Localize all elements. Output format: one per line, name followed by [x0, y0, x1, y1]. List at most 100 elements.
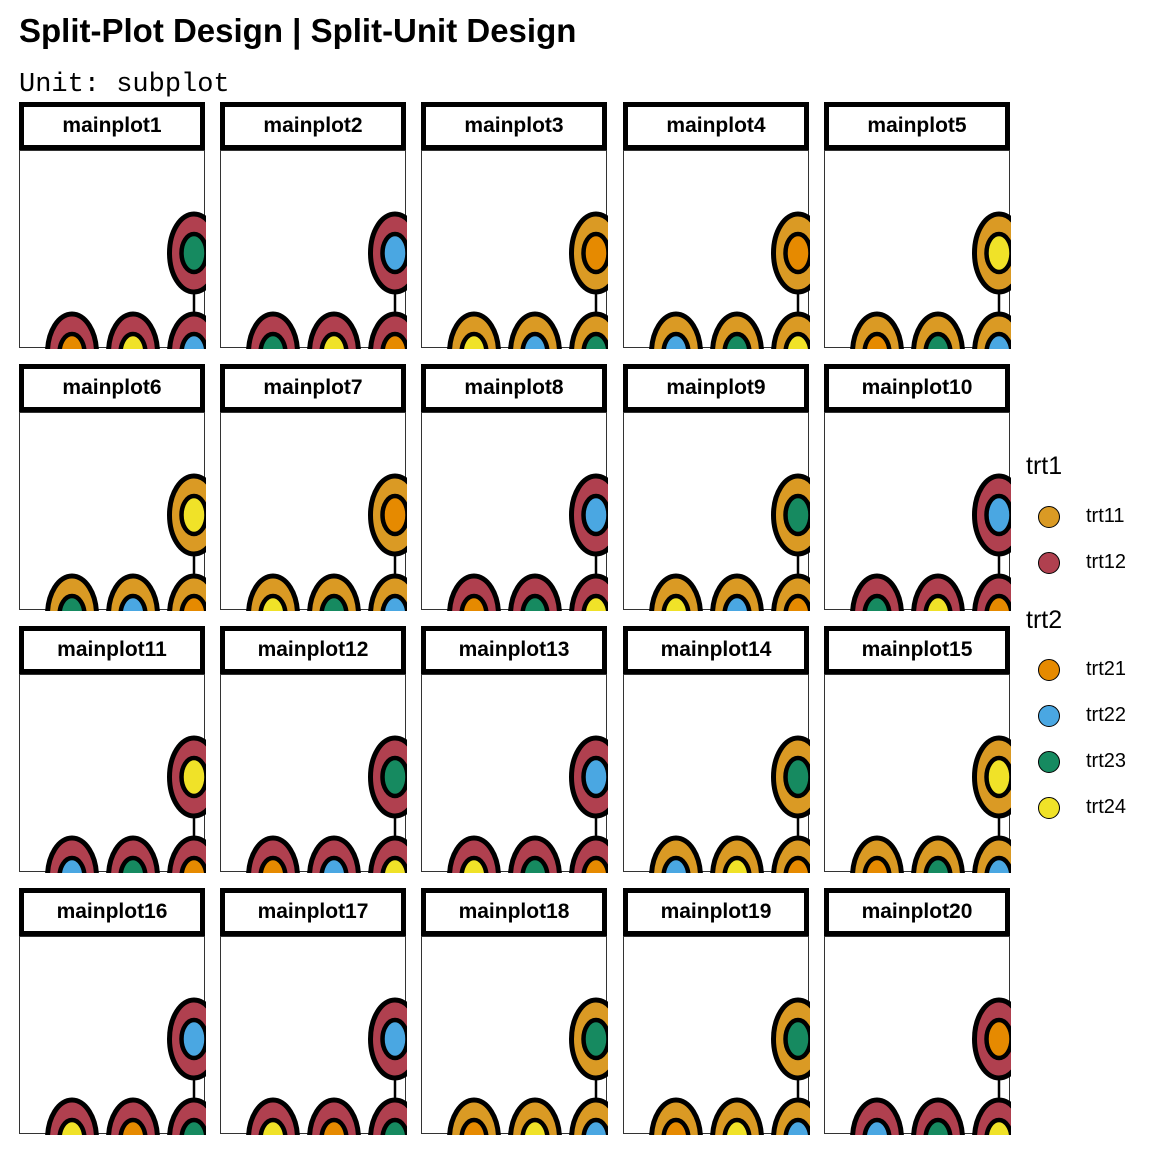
- panel-unit-graph: [649, 997, 810, 1135]
- subplot-node-1: [246, 311, 300, 349]
- subplot-unit-ellipse: [258, 855, 288, 873]
- panel-unit-graph: [45, 735, 206, 873]
- mainplot-unit-ellipse: [850, 573, 904, 611]
- panel-plot-area: [623, 936, 810, 1135]
- panel-unit-graph: [649, 211, 810, 349]
- panel-mainplot7: mainplot7: [220, 364, 407, 611]
- subplot-node-4: [569, 473, 608, 557]
- mainplot-unit-ellipse: [710, 573, 764, 611]
- subplot-node-4: [972, 473, 1011, 557]
- panel-strip-label: mainplot2: [220, 102, 406, 150]
- panel-mainplot2: mainplot2: [220, 102, 407, 349]
- subplot-node-1: [649, 1097, 703, 1135]
- subplot-unit-ellipse: [118, 593, 148, 611]
- panel-plot-area: [19, 412, 206, 611]
- mainplot-unit-ellipse: [710, 311, 764, 349]
- mainplot-unit-ellipse: [447, 573, 501, 611]
- subplot-unit-ellipse: [783, 331, 810, 349]
- subplot-node-3: [368, 835, 407, 873]
- subplot-unit-ellipse: [722, 1117, 752, 1135]
- panel-unit-graph: [850, 211, 1011, 349]
- subplot-unit-ellipse: [661, 855, 691, 873]
- legend-key-trt24: [1038, 797, 1060, 819]
- panel-strip-label: mainplot6: [19, 364, 205, 412]
- subplot-node-3: [167, 1097, 206, 1135]
- mainplot-unit-ellipse: [106, 1097, 160, 1135]
- page-subtitle: Unit: subplot: [19, 70, 230, 100]
- subplot-unit-ellipse: [380, 493, 407, 537]
- panel-strip-label: mainplot17: [220, 888, 406, 936]
- legend-key-trt23: [1038, 751, 1060, 773]
- panel-strip-label: mainplot13: [421, 626, 607, 674]
- subplot-unit-ellipse: [661, 593, 691, 611]
- panel-mainplot17: mainplot17: [220, 888, 407, 1135]
- subplot-unit-ellipse: [459, 1117, 489, 1135]
- subplot-node-3: [368, 311, 407, 349]
- subplot-unit-ellipse: [179, 231, 206, 275]
- panel-unit-graph: [447, 735, 608, 873]
- subplot-node-3: [771, 835, 810, 873]
- subplot-node-3: [972, 835, 1011, 873]
- subplot-node-1: [850, 835, 904, 873]
- mainplot-unit-ellipse: [649, 835, 703, 873]
- subplot-node-3: [368, 573, 407, 611]
- subplot-unit-ellipse: [581, 231, 608, 275]
- subplot-unit-ellipse: [179, 593, 206, 611]
- legend-label-trt22: trt22: [1086, 704, 1127, 726]
- panel-strip-label: mainplot18: [421, 888, 607, 936]
- subplot-node-1: [246, 835, 300, 873]
- subplot-unit-ellipse: [118, 331, 148, 349]
- subplot-unit-ellipse: [581, 1017, 608, 1061]
- panel-unit-graph: [447, 997, 608, 1135]
- legend-label-trt11: trt11: [1086, 505, 1125, 527]
- subplot-node-4: [167, 735, 206, 819]
- subplot-unit-ellipse: [862, 855, 892, 873]
- legend-title-trt1: trt1: [1026, 452, 1063, 480]
- subplot-unit-ellipse: [258, 1117, 288, 1135]
- panel-mainplot3: mainplot3: [421, 102, 608, 349]
- panel-strip-label: mainplot7: [220, 364, 406, 412]
- subplot-node-3: [569, 311, 608, 349]
- subplot-node-4: [972, 735, 1011, 819]
- subplot-unit-ellipse: [923, 855, 953, 873]
- subplot-node-4: [167, 211, 206, 295]
- mainplot-unit-ellipse: [508, 311, 562, 349]
- mainplot-unit-ellipse: [106, 311, 160, 349]
- subplot-node-2: [307, 1097, 361, 1135]
- legend-title-trt2: trt2: [1026, 606, 1063, 634]
- subplot-unit-ellipse: [862, 1117, 892, 1135]
- subplot-node-2: [911, 311, 965, 349]
- mainplot-unit-ellipse: [246, 573, 300, 611]
- panel-strip-label: mainplot12: [220, 626, 406, 674]
- subplot-node-2: [307, 835, 361, 873]
- panel-mainplot6: mainplot6: [19, 364, 206, 611]
- subplot-node-1: [246, 1097, 300, 1135]
- panel-mainplot1: mainplot1: [19, 102, 206, 349]
- mainplot-unit-ellipse: [850, 311, 904, 349]
- subplot-unit-ellipse: [783, 593, 810, 611]
- subplot-node-2: [106, 311, 160, 349]
- subplot-unit-ellipse: [581, 593, 608, 611]
- panel-strip-label: mainplot11: [19, 626, 205, 674]
- mainplot-unit-ellipse: [710, 835, 764, 873]
- subplot-node-1: [45, 311, 99, 349]
- panel-unit-graph: [246, 735, 407, 873]
- mainplot-unit-ellipse: [45, 311, 99, 349]
- panel-unit-graph: [447, 211, 608, 349]
- subplot-node-1: [447, 1097, 501, 1135]
- panel-mainplot14: mainplot14: [623, 626, 810, 873]
- panel-unit-graph: [850, 735, 1011, 873]
- subplot-unit-ellipse: [57, 593, 87, 611]
- subplot-unit-ellipse: [118, 855, 148, 873]
- subplot-node-4: [771, 473, 810, 557]
- subplot-node-4: [368, 473, 407, 557]
- subplot-unit-ellipse: [520, 1117, 550, 1135]
- mainplot-unit-ellipse: [911, 835, 965, 873]
- subplot-node-3: [771, 1097, 810, 1135]
- subplot-unit-ellipse: [520, 593, 550, 611]
- panel-plot-area: [824, 674, 1011, 873]
- legend-key-trt12: [1038, 552, 1060, 574]
- mainplot-unit-ellipse: [649, 573, 703, 611]
- subplot-unit-ellipse: [179, 331, 206, 349]
- subplot-node-3: [167, 311, 206, 349]
